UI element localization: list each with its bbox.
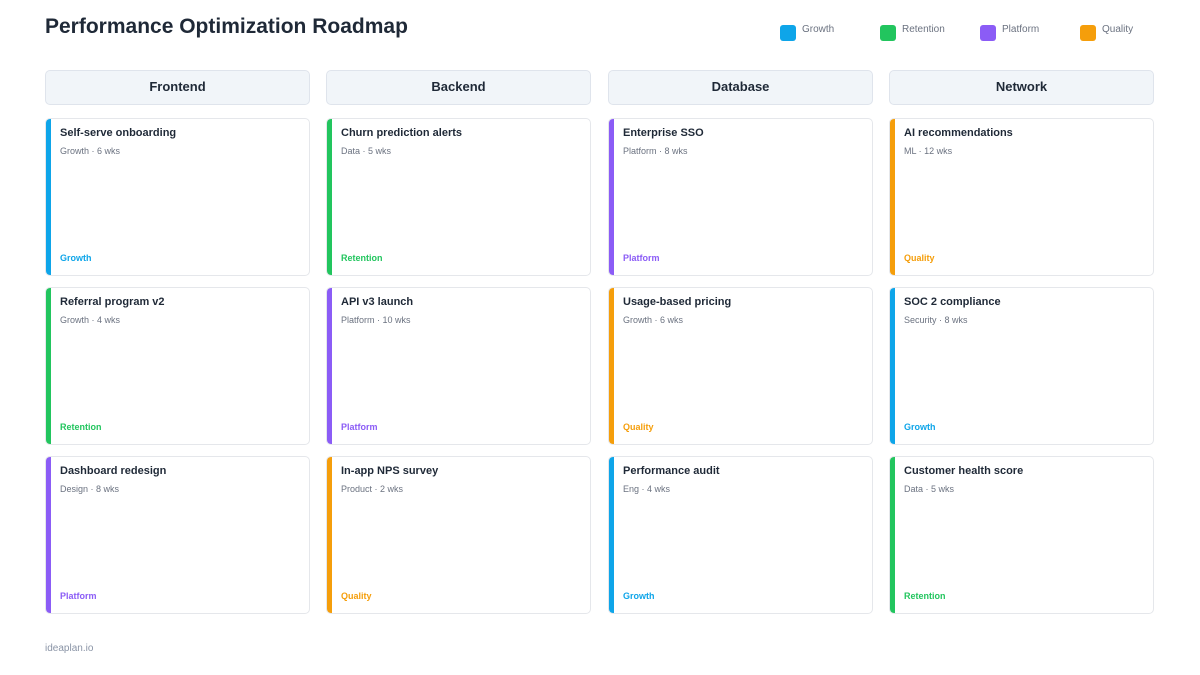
card-meta: Product · 2 wks (341, 484, 404, 494)
card-color-bar (327, 457, 332, 613)
card-tag: Growth (60, 253, 92, 263)
card-title: Enterprise SSO (623, 127, 704, 139)
column-header-database: Database (608, 70, 873, 105)
card-color-bar (46, 288, 51, 444)
card-meta: Eng · 4 wks (623, 484, 671, 494)
card-tag: Platform (623, 253, 660, 263)
card-meta: Platform · 8 wks (623, 146, 688, 156)
roadmap-card[interactable]: Dashboard redesign Design · 8 wks Platfo… (45, 456, 310, 614)
legend-label-growth: Growth (802, 24, 835, 35)
card-meta: Data · 5 wks (341, 146, 392, 156)
column-header-frontend: Frontend (45, 70, 310, 105)
card-tag: Platform (341, 422, 378, 432)
card-title: API v3 launch (341, 296, 414, 308)
card-color-bar (46, 119, 51, 275)
card-meta: Data · 5 wks (904, 484, 955, 494)
legend-swatch-retention (880, 25, 896, 41)
card-title: Performance audit (623, 465, 720, 477)
card-meta: Growth · 6 wks (623, 315, 684, 325)
roadmap-card[interactable]: Customer health score Data · 5 wks Reten… (889, 456, 1154, 614)
roadmap-card[interactable]: Churn prediction alerts Data · 5 wks Ret… (326, 118, 591, 276)
card-tag: Quality (904, 253, 935, 263)
card-title: Churn prediction alerts (341, 127, 463, 139)
legend-swatch-growth (780, 25, 796, 41)
page-title: Performance Optimization Roadmap (45, 15, 408, 38)
card-title: In-app NPS survey (341, 465, 439, 477)
card-color-bar (609, 119, 614, 275)
legend-swatch-quality (1080, 25, 1096, 41)
roadmap-card[interactable]: Performance audit Eng · 4 wks Growth (608, 456, 873, 614)
roadmap-card[interactable]: In-app NPS survey Product · 2 wks Qualit… (326, 456, 591, 614)
roadmap-card[interactable]: Self-serve onboarding Growth · 6 wks Gro… (45, 118, 310, 276)
roadmap-card[interactable]: Usage-based pricing Growth · 6 wks Quali… (608, 287, 873, 445)
column-header-network: Network (889, 70, 1154, 105)
roadmap-card[interactable]: SOC 2 compliance Security · 8 wks Growth (889, 287, 1154, 445)
roadmap-card[interactable]: Enterprise SSO Platform · 8 wks Platform (608, 118, 873, 276)
card-color-bar (609, 288, 614, 444)
card-tag: Growth (623, 591, 655, 601)
card-title: SOC 2 compliance (904, 296, 1001, 308)
card-title: Customer health score (904, 465, 1024, 477)
legend-swatch-platform (980, 25, 996, 41)
card-title: Dashboard redesign (60, 465, 167, 477)
roadmap-card[interactable]: AI recommendations ML · 12 wks Quality (889, 118, 1154, 276)
card-tag: Retention (341, 253, 383, 263)
card-meta: Design · 8 wks (60, 484, 120, 494)
card-tag: Quality (623, 422, 654, 432)
footer-source: ideaplan.io (45, 643, 94, 654)
legend: Growth Retention Platform Quality (780, 24, 1160, 44)
card-color-bar (46, 457, 51, 613)
card-meta: Growth · 6 wks (60, 146, 121, 156)
card-color-bar (890, 119, 895, 275)
legend-label-platform: Platform (1002, 24, 1040, 35)
card-tag: Platform (60, 591, 97, 601)
card-color-bar (609, 457, 614, 613)
card-title: Referral program v2 (60, 296, 165, 308)
card-meta: Growth · 4 wks (60, 315, 121, 325)
card-tag: Growth (904, 422, 936, 432)
card-color-bar (327, 288, 332, 444)
card-tag: Retention (904, 591, 946, 601)
roadmap-card[interactable]: API v3 launch Platform · 10 wks Platform (326, 287, 591, 445)
card-meta: Platform · 10 wks (341, 315, 411, 325)
card-color-bar (890, 457, 895, 613)
card-title: AI recommendations (904, 127, 1013, 139)
card-title: Self-serve onboarding (60, 127, 177, 139)
card-meta: ML · 12 wks (904, 146, 953, 156)
card-meta: Security · 8 wks (904, 315, 968, 325)
card-color-bar (327, 119, 332, 275)
card-tag: Retention (60, 422, 102, 432)
legend-label-retention: Retention (902, 24, 945, 35)
card-tag: Quality (341, 591, 372, 601)
card-title: Usage-based pricing (623, 296, 732, 308)
legend-label-quality: Quality (1102, 24, 1134, 35)
column-header-backend: Backend (326, 70, 591, 105)
card-color-bar (890, 288, 895, 444)
roadmap-card[interactable]: Referral program v2 Growth · 4 wks Reten… (45, 287, 310, 445)
